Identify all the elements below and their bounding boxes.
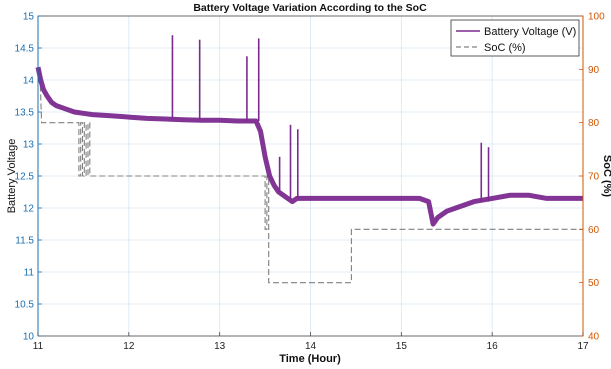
voltage-series — [35, 35, 583, 227]
left-y-tick-label: 14.5 — [15, 44, 35, 55]
right-y-tick-label: 80 — [588, 118, 600, 129]
left-y-tick-label: 10 — [23, 332, 35, 343]
soc-line — [38, 68, 583, 284]
left-y-tick-label: 14 — [23, 76, 35, 87]
left-y-tick-label: 10.5 — [15, 300, 35, 311]
legend-box — [450, 19, 580, 57]
right-y-tick-label: 100 — [588, 12, 605, 23]
left-y-tick-label: 13.5 — [15, 108, 35, 119]
right-y-tick-label: 40 — [588, 332, 600, 343]
right-y-tick-label: 60 — [588, 225, 600, 236]
left-y-tick-label: 12.5 — [15, 172, 35, 183]
left-y-tick-label: 15 — [23, 12, 35, 23]
voltage-line — [35, 66, 583, 227]
legend-soc-label: SoC (%) — [484, 42, 526, 54]
right-y-tick-label: 70 — [588, 172, 600, 183]
soc-series — [38, 68, 583, 284]
x-tick-label: 12 — [123, 341, 135, 352]
x-tick-label: 14 — [305, 341, 317, 352]
left-y-tick-label: 11.5 — [15, 236, 34, 247]
x-tick-label: 15 — [396, 341, 408, 352]
chart-title: Battery Voltage Variation According to t… — [193, 2, 427, 14]
right-y-tick-label: 90 — [588, 65, 600, 76]
x-tick-label: 16 — [487, 341, 499, 352]
left-y-axis-label: Battery Voltage — [6, 139, 18, 214]
x-tick-label: 13 — [214, 341, 226, 352]
left-y-tick-label: 13 — [23, 140, 35, 151]
x-tick-label: 11 — [33, 341, 44, 352]
legend: Battery Voltage (V) SoC (%) — [450, 19, 580, 57]
x-tick-label: 17 — [577, 341, 589, 352]
x-axis-label: Time (Hour) — [279, 353, 341, 365]
right-y-tick-label: 50 — [588, 278, 600, 289]
right-y-axis-label: SoC (%) — [601, 155, 611, 198]
left-y-tick-label: 12 — [23, 204, 35, 215]
legend-voltage-label: Battery Voltage (V) — [484, 26, 576, 38]
left-y-tick-label: 11 — [24, 268, 35, 279]
ticks: 11 12 13 14 15 16 17 10 10.5 11 11.5 12 12.5 13 13.5 14… — [15, 12, 606, 353]
